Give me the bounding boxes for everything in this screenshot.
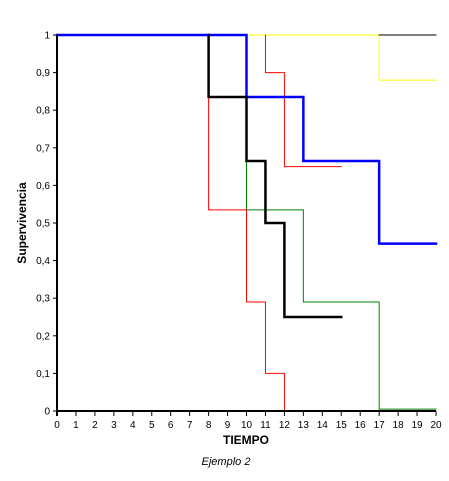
x-tick-label: 18 — [393, 420, 405, 431]
x-tick-label: 4 — [130, 420, 136, 431]
x-tick-label: 0 — [54, 420, 60, 431]
x-tick-label: 8 — [206, 420, 212, 431]
axes-layer: 00,10,20,30,40,50,60,70,80,910 1 2 3 4 5 6 7 8 9 1… — [36, 31, 442, 432]
series-line-7 — [207, 33, 343, 319]
x-tick-label: 10 — [241, 420, 253, 431]
series-line-5 — [264, 34, 342, 168]
y-tick-label: 0,8 — [36, 106, 50, 117]
y-tick-label: 0,7 — [36, 143, 50, 154]
x-tick-label: 15 — [336, 420, 348, 431]
x-tick-label: 11 — [260, 420, 271, 431]
y-tick-label: 0,2 — [36, 331, 50, 342]
x-tick-label: 3 — [111, 420, 117, 431]
x-tick-label: 17 — [374, 420, 386, 431]
x-tick-label: 16 — [355, 420, 367, 431]
series-line-3 — [208, 34, 437, 410]
chart-caption: Ejemplo 2 — [202, 456, 251, 468]
x-tick-label: 20 — [430, 420, 442, 431]
y-tick-label: 0,5 — [36, 219, 50, 230]
x-tick-label: 13 — [298, 420, 310, 431]
x-tick-label: 9 — [225, 420, 231, 431]
x-tick-label: 5 — [149, 420, 155, 431]
x-axis-title: TIEMPO — [223, 433, 269, 447]
series-line-6 — [55, 33, 438, 245]
y-tick-label: 0,9 — [36, 68, 50, 79]
x-tick-label: 19 — [411, 420, 423, 431]
x-tick-label: 6 — [168, 420, 174, 431]
y-axis-title: Supervivencia — [15, 182, 29, 264]
x-tick-label: 1 — [73, 420, 79, 431]
y-tick-label: 0 — [44, 407, 50, 418]
y-tick-label: 0,1 — [36, 369, 50, 380]
x-tick-label: 14 — [317, 420, 329, 431]
y-tick-label: 1 — [44, 31, 50, 42]
series-line-4 — [208, 34, 342, 412]
series-layer — [55, 33, 438, 412]
x-tick-label: 12 — [279, 420, 291, 431]
x-tick-label: 7 — [187, 420, 193, 431]
y-tick-label: 0,6 — [36, 181, 50, 192]
x-tick-label: 2 — [92, 420, 98, 431]
y-tick-label: 0,4 — [36, 256, 50, 267]
y-tick-label: 0,3 — [36, 294, 50, 305]
